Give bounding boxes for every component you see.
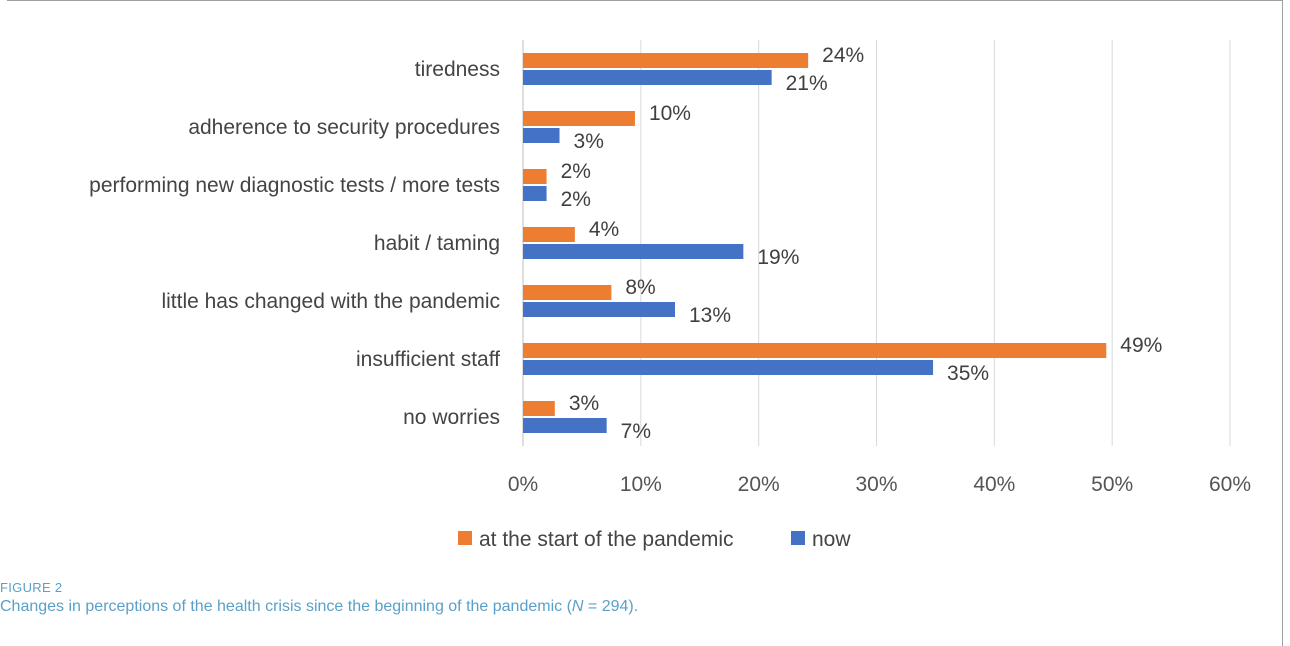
caption-text-end: = 294). — [583, 598, 639, 615]
data-label-now: 13% — [689, 304, 731, 327]
legend-label-start: at the start of the pandemic — [479, 528, 733, 551]
bar-now — [523, 244, 744, 259]
category-label: performing new diagnostic tests / more t… — [89, 174, 500, 197]
category-label: adherence to security procedures — [188, 116, 500, 139]
bar-start-of-pandemic — [523, 111, 635, 126]
bar-start-of-pandemic — [523, 401, 555, 416]
data-label-start: 24% — [822, 44, 864, 67]
data-label-now: 7% — [621, 420, 651, 443]
bar-start-of-pandemic — [523, 227, 575, 242]
figure-frame — [7, 0, 1283, 646]
category-label: tiredness — [415, 58, 500, 81]
data-label-start: 10% — [649, 102, 691, 125]
category-label: no worries — [403, 406, 500, 429]
x-tick-label: 50% — [1091, 473, 1133, 496]
bar-now — [523, 128, 560, 143]
caption-text: Changes in perceptions of the health cri… — [0, 598, 572, 615]
data-label-now: 3% — [574, 130, 604, 153]
data-label-start: 3% — [569, 392, 599, 415]
x-tick-label: 40% — [973, 473, 1015, 496]
category-label: habit / taming — [374, 232, 500, 255]
legend-swatch-start — [458, 531, 472, 545]
bar-start-of-pandemic — [523, 343, 1107, 358]
data-label-now: 21% — [786, 72, 828, 95]
x-tick-label: 30% — [855, 473, 897, 496]
data-label-start: 2% — [561, 160, 591, 183]
x-tick-label: 10% — [620, 473, 662, 496]
category-label: insufficient staff — [356, 348, 500, 371]
bar-start-of-pandemic — [523, 53, 809, 68]
bar-start-of-pandemic — [523, 169, 547, 184]
data-label-start: 49% — [1120, 334, 1162, 357]
data-label-now: 35% — [947, 362, 989, 385]
bar-now — [523, 360, 934, 375]
category-label: little has changed with the pandemic — [161, 290, 500, 313]
data-label-now: 19% — [757, 246, 799, 269]
data-label-start: 4% — [589, 218, 619, 241]
legend-label-now: now — [812, 528, 851, 551]
bar-start-of-pandemic — [523, 285, 612, 300]
bar-now — [523, 302, 676, 317]
bar-now — [523, 186, 547, 201]
x-tick-label: 60% — [1209, 473, 1251, 496]
caption-n-symbol: N — [571, 598, 584, 615]
figure-caption: Changes in perceptions of the health cri… — [0, 598, 638, 616]
bar-now — [523, 70, 772, 85]
data-label-now: 2% — [561, 188, 591, 211]
bar-chart: 0% 10% 20% 30% 40% 50% 60% tiredness 24% 21% adher… — [89, 40, 1251, 551]
figure-label: FIGURE 2 — [0, 580, 63, 595]
data-label-start: 8% — [625, 276, 655, 299]
x-tick-label: 0% — [508, 473, 538, 496]
bar-now — [523, 418, 607, 433]
legend-swatch-now — [791, 531, 805, 545]
x-tick-label: 20% — [738, 473, 780, 496]
